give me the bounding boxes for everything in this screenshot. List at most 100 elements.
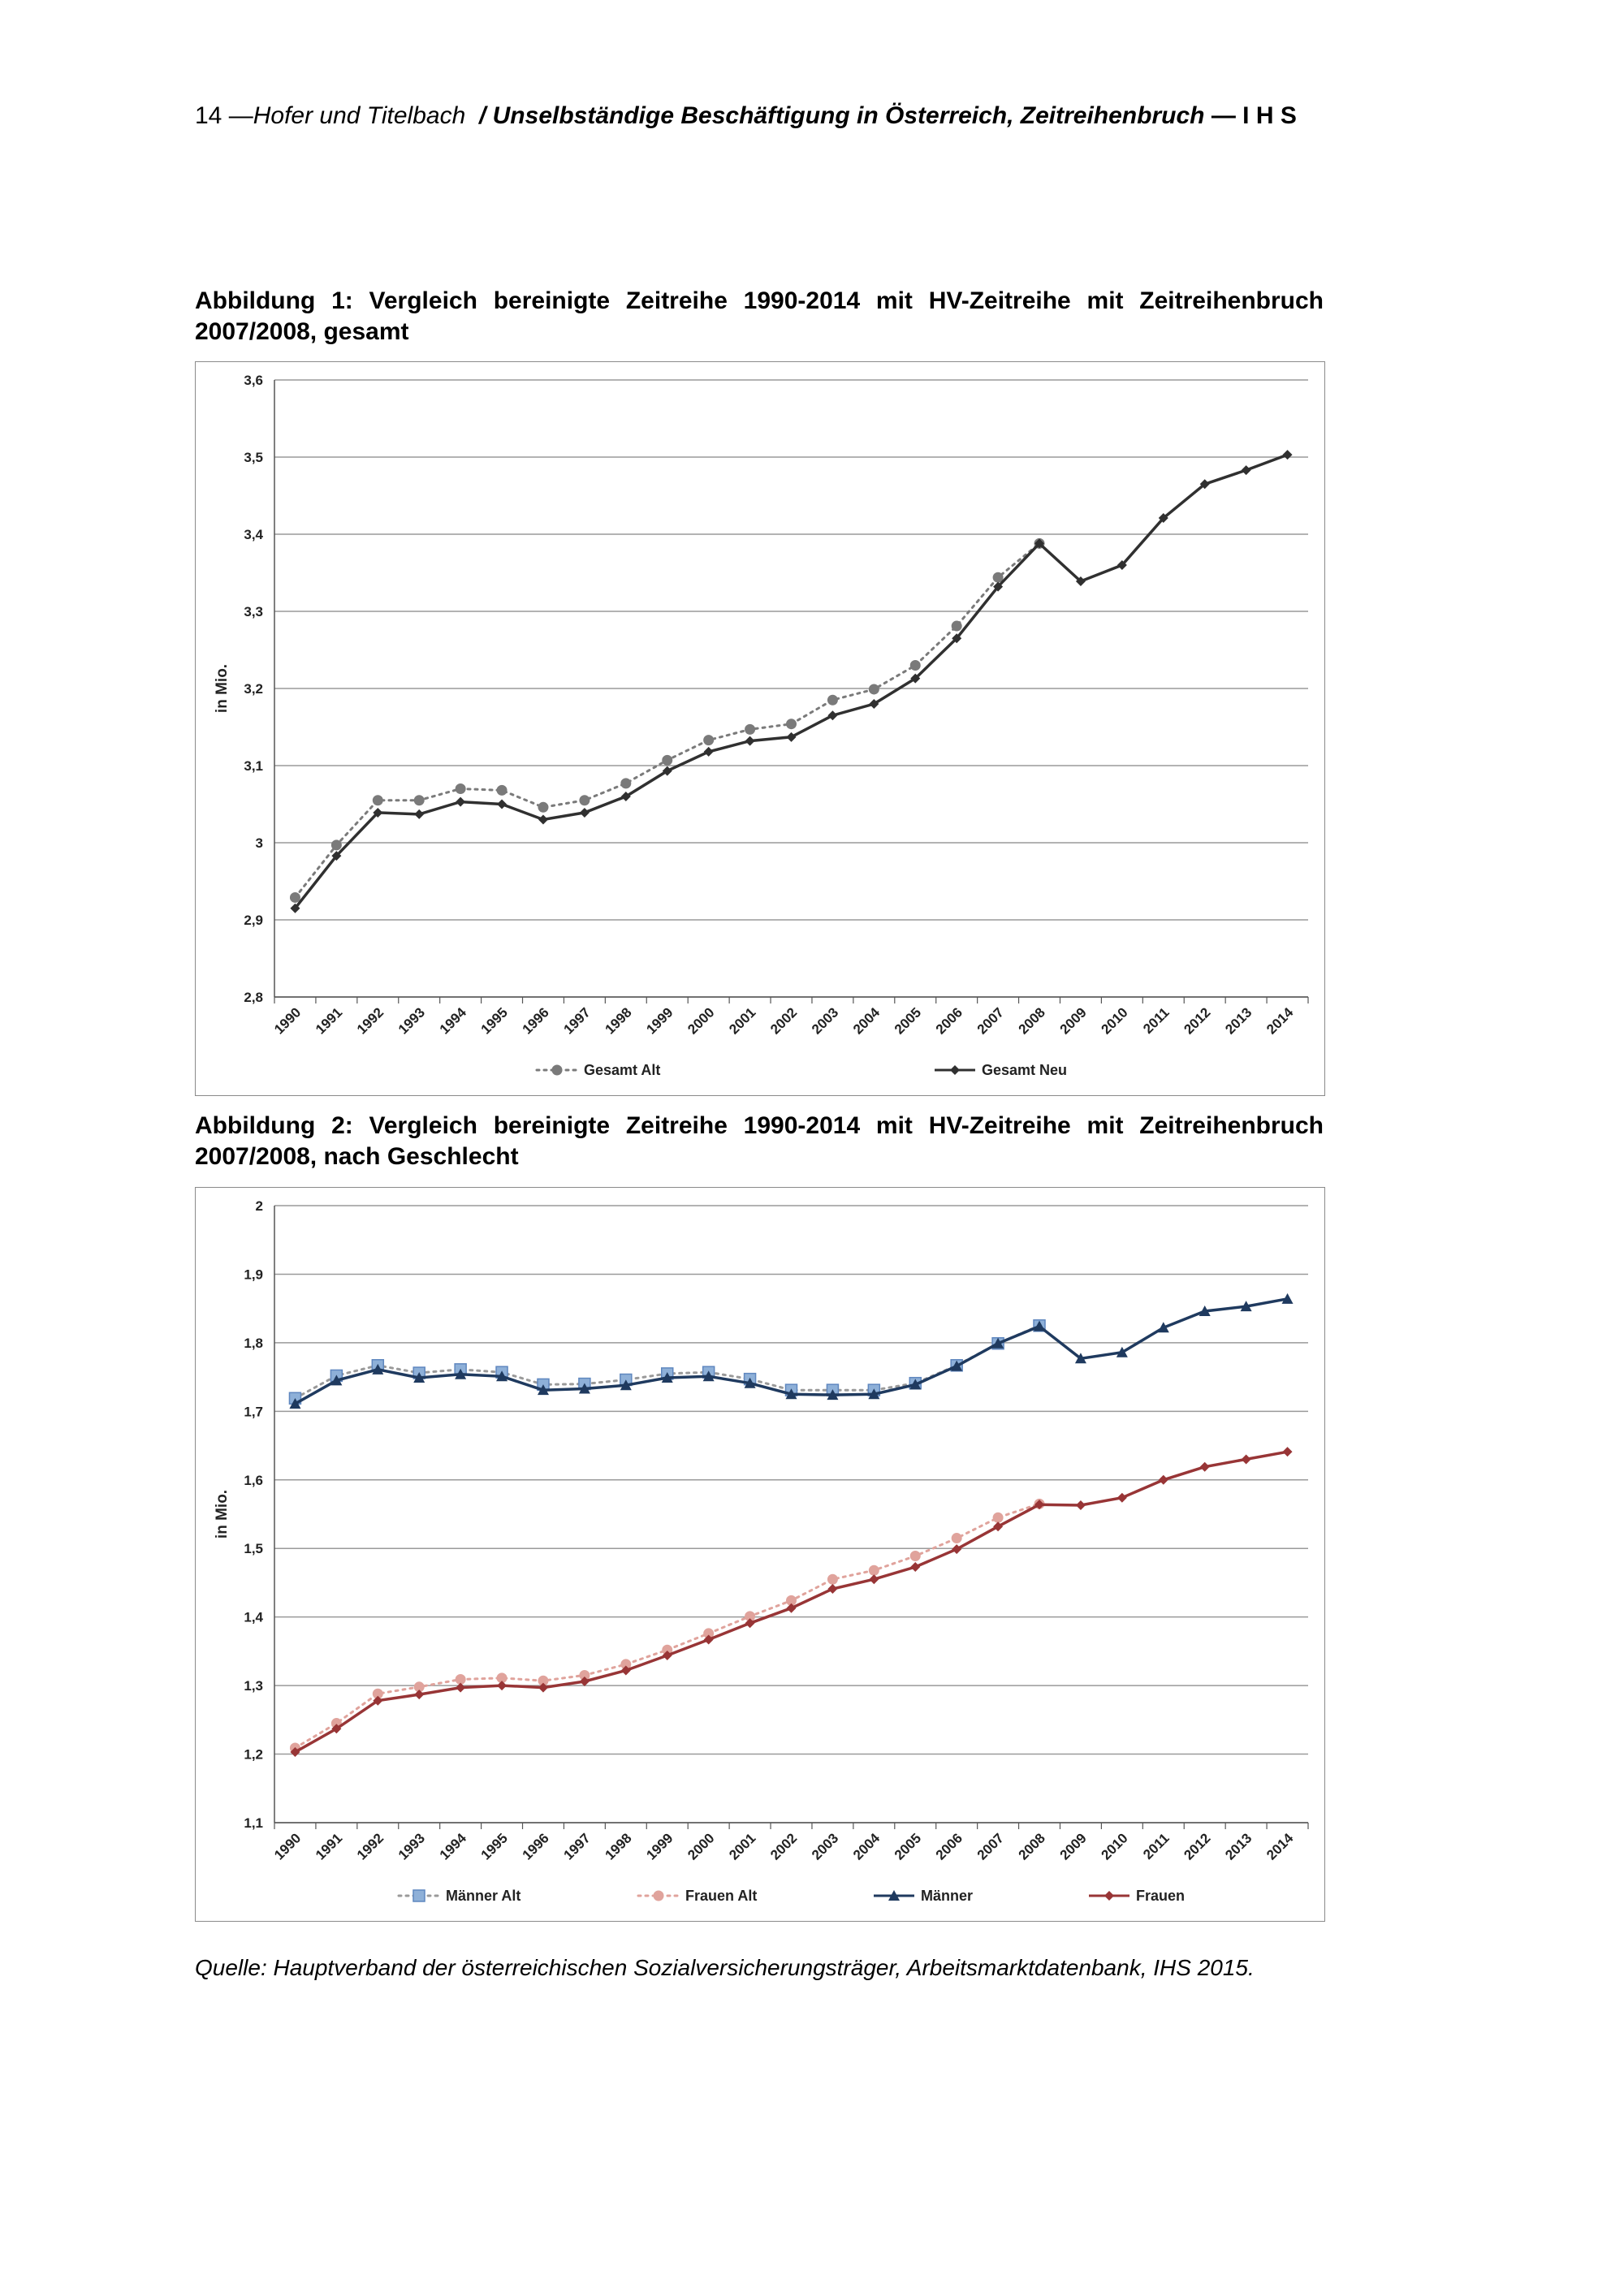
fig1-xtick-label: 1992 [354, 1004, 387, 1037]
fig1-xtick-label: 1997 [561, 1004, 594, 1037]
fig2-xtick-label: 2004 [850, 1830, 883, 1863]
fig1-series-gesamt-alt-point [290, 892, 300, 902]
fig2-series-frauen-alt-point [869, 1565, 879, 1575]
fig2-legend-frauen-label: Frauen [1136, 1888, 1185, 1904]
fig2-ylabel: in Mio. [214, 1490, 231, 1539]
fig2-series-frauen-point [787, 1603, 797, 1613]
fig1-series-gesamt-alt-point [952, 621, 961, 631]
fig2-xtick-label: 1996 [520, 1830, 552, 1862]
fig1-ytick-label: 3 [256, 835, 263, 851]
fig1-xtick-label: 1998 [602, 1004, 634, 1037]
fig1-xtick-label: 1993 [395, 1004, 428, 1037]
fig2-series-frauen-point [1200, 1462, 1210, 1472]
fig1-legend-gesamt-neu-label: Gesamt Neu [982, 1062, 1067, 1078]
fig1-series-gesamt-neu-point [1242, 465, 1251, 475]
fig1-xtick-label: 2003 [809, 1004, 841, 1037]
fig1-series-gesamt-alt-point [827, 695, 837, 705]
fig2-series-frauen-alt-point [952, 1534, 961, 1543]
fig1-series-gesamt-neu-point [704, 747, 714, 757]
source-note: Quelle: Hauptverband der österreichische… [195, 1955, 1255, 1981]
fig2-xtick-label: 2002 [767, 1830, 800, 1862]
fig1-xtick-label: 2007 [974, 1004, 1007, 1037]
fig2-legend-maenner-alt-marker [413, 1890, 425, 1901]
fig2-xtick-label: 1991 [313, 1830, 345, 1862]
fig2-xtick-label: 2007 [974, 1830, 1007, 1862]
fig1-legend-gesamt-neu-marker [950, 1065, 960, 1075]
fig1-xtick-label: 2000 [685, 1004, 717, 1037]
fig2-series-frauen-alt-point [910, 1552, 920, 1561]
fig2-legend-maenner-label: Männer [921, 1888, 973, 1904]
fig2-series-frauen-point [1076, 1500, 1086, 1510]
fig2-ytick-label: 1,4 [244, 1610, 263, 1625]
fig2-xtick-label: 2006 [933, 1830, 965, 1862]
page-header: 14 —Hofer und Titelbach / Unselbständige… [195, 102, 1297, 130]
fig1-series-gesamt-neu-line [296, 455, 1288, 908]
fig1-series-gesamt-alt-point [414, 796, 424, 805]
fig2-xtick-label: 1992 [354, 1830, 387, 1862]
fig1-series-gesamt-alt-point [787, 719, 797, 729]
fig2-xtick-label: 2014 [1263, 1830, 1297, 1863]
fig1-series-gesamt-alt-point [538, 802, 548, 812]
fig2-series-frauen-point [1242, 1454, 1251, 1464]
fig1-ytick-label: 3,5 [244, 450, 263, 465]
fig1-xtick-label: 2012 [1181, 1004, 1213, 1037]
fig1-series-gesamt-alt-line [296, 543, 1040, 897]
fig1-xtick-label: 1994 [437, 1004, 470, 1038]
fig1-series-gesamt-neu-point [414, 809, 424, 819]
fig2-xtick-label: 2000 [685, 1830, 717, 1862]
fig2-ytick-label: 2 [256, 1198, 263, 1214]
fig2-xtick-label: 1993 [395, 1830, 428, 1862]
fig1-series-gesamt-neu-point [1283, 450, 1293, 460]
fig1-xtick-label: 2006 [933, 1004, 965, 1037]
fig2-series-frauen-point [456, 1683, 465, 1693]
fig2-series-frauen-point [910, 1562, 920, 1572]
fig1-xtick-label: 2010 [1099, 1004, 1131, 1037]
fig1-series-gesamt-alt-point [580, 796, 590, 805]
fig1-series-gesamt-alt-point [663, 755, 672, 765]
fig1-series-gesamt-alt-point [704, 736, 714, 745]
fig1-xtick-label: 2008 [1016, 1004, 1048, 1037]
fig2-series-frauen-point [414, 1690, 424, 1699]
fig1-xtick-label: 2004 [850, 1004, 883, 1038]
fig1-series-gesamt-alt-point [456, 784, 465, 794]
header-title: Unselbständige Beschäftigung in Österrei… [493, 102, 1205, 129]
fig1-series-gesamt-alt-point [621, 779, 631, 788]
header-institute: — I H S [1212, 102, 1297, 129]
figure2-chart-svg: 1,1 1,2 1,3 1,4 1,5 1,6 1,7 1,8 1,9 2 in Mio. 1990 1… [196, 1188, 1324, 1921]
fig2-series-frauen-point [1117, 1493, 1127, 1503]
fig1-series-gesamt-alt-point [331, 840, 341, 850]
fig2-series-frauen-point [1283, 1447, 1293, 1457]
fig1-xtick-label: 2011 [1140, 1004, 1173, 1037]
fig2-legend-maenner-alt-label: Männer Alt [446, 1888, 520, 1904]
fig1-ytick-label: 2,8 [244, 990, 263, 1005]
figure1-caption: Abbildung 1: Vergleich bereinigte Zeitre… [195, 286, 1324, 347]
fig2-ytick-label: 1,8 [244, 1336, 263, 1351]
fig1-series-gesamt-alt-point [869, 684, 879, 694]
fig2-series-frauen-alt-point [827, 1574, 837, 1584]
fig1-series-gesamt-neu-point [580, 808, 590, 818]
figure2-chart: 1,1 1,2 1,3 1,4 1,5 1,6 1,7 1,8 1,9 2 in Mio. 1990 1… [195, 1187, 1325, 1922]
fig2-xtick-label: 1990 [271, 1830, 304, 1862]
fig1-ytick-label: 3,2 [244, 681, 263, 697]
fig1-ytick-label: 3,3 [244, 604, 263, 619]
fig1-series-gesamt-neu-point [827, 710, 837, 720]
fig1-xtick-label: 2013 [1222, 1004, 1255, 1037]
fig1-ytick-label: 3,6 [244, 373, 263, 388]
fig2-xtick-label: 1997 [561, 1830, 594, 1862]
fig2-legend-frauen-alt-marker [654, 1891, 663, 1901]
fig1-legend-gesamt-alt-marker [552, 1065, 562, 1075]
fig2-xtick-label: 1999 [643, 1830, 676, 1862]
fig2-xtick-label: 2011 [1140, 1830, 1173, 1862]
fig1-series-gesamt-neu-point [538, 815, 548, 825]
page-number: 14 [195, 102, 222, 129]
fig2-xtick-label: 2013 [1222, 1830, 1255, 1862]
fig2-xtick-label: 2009 [1057, 1830, 1090, 1862]
fig1-series-gesamt-neu-point [745, 736, 755, 746]
fig1-xtick-label: 2014 [1263, 1004, 1297, 1038]
fig2-xtick-label: 2012 [1181, 1830, 1213, 1862]
fig1-series-gesamt-neu-point [497, 800, 507, 809]
figure1-chart-svg: 2,82,933,13,23,33,43,53,6in Mio.1990 1991… [196, 362, 1324, 1095]
header-separator: — [229, 102, 253, 129]
fig2-series-frauen-point [827, 1584, 837, 1594]
fig2-series-frauen-point [1159, 1475, 1168, 1485]
